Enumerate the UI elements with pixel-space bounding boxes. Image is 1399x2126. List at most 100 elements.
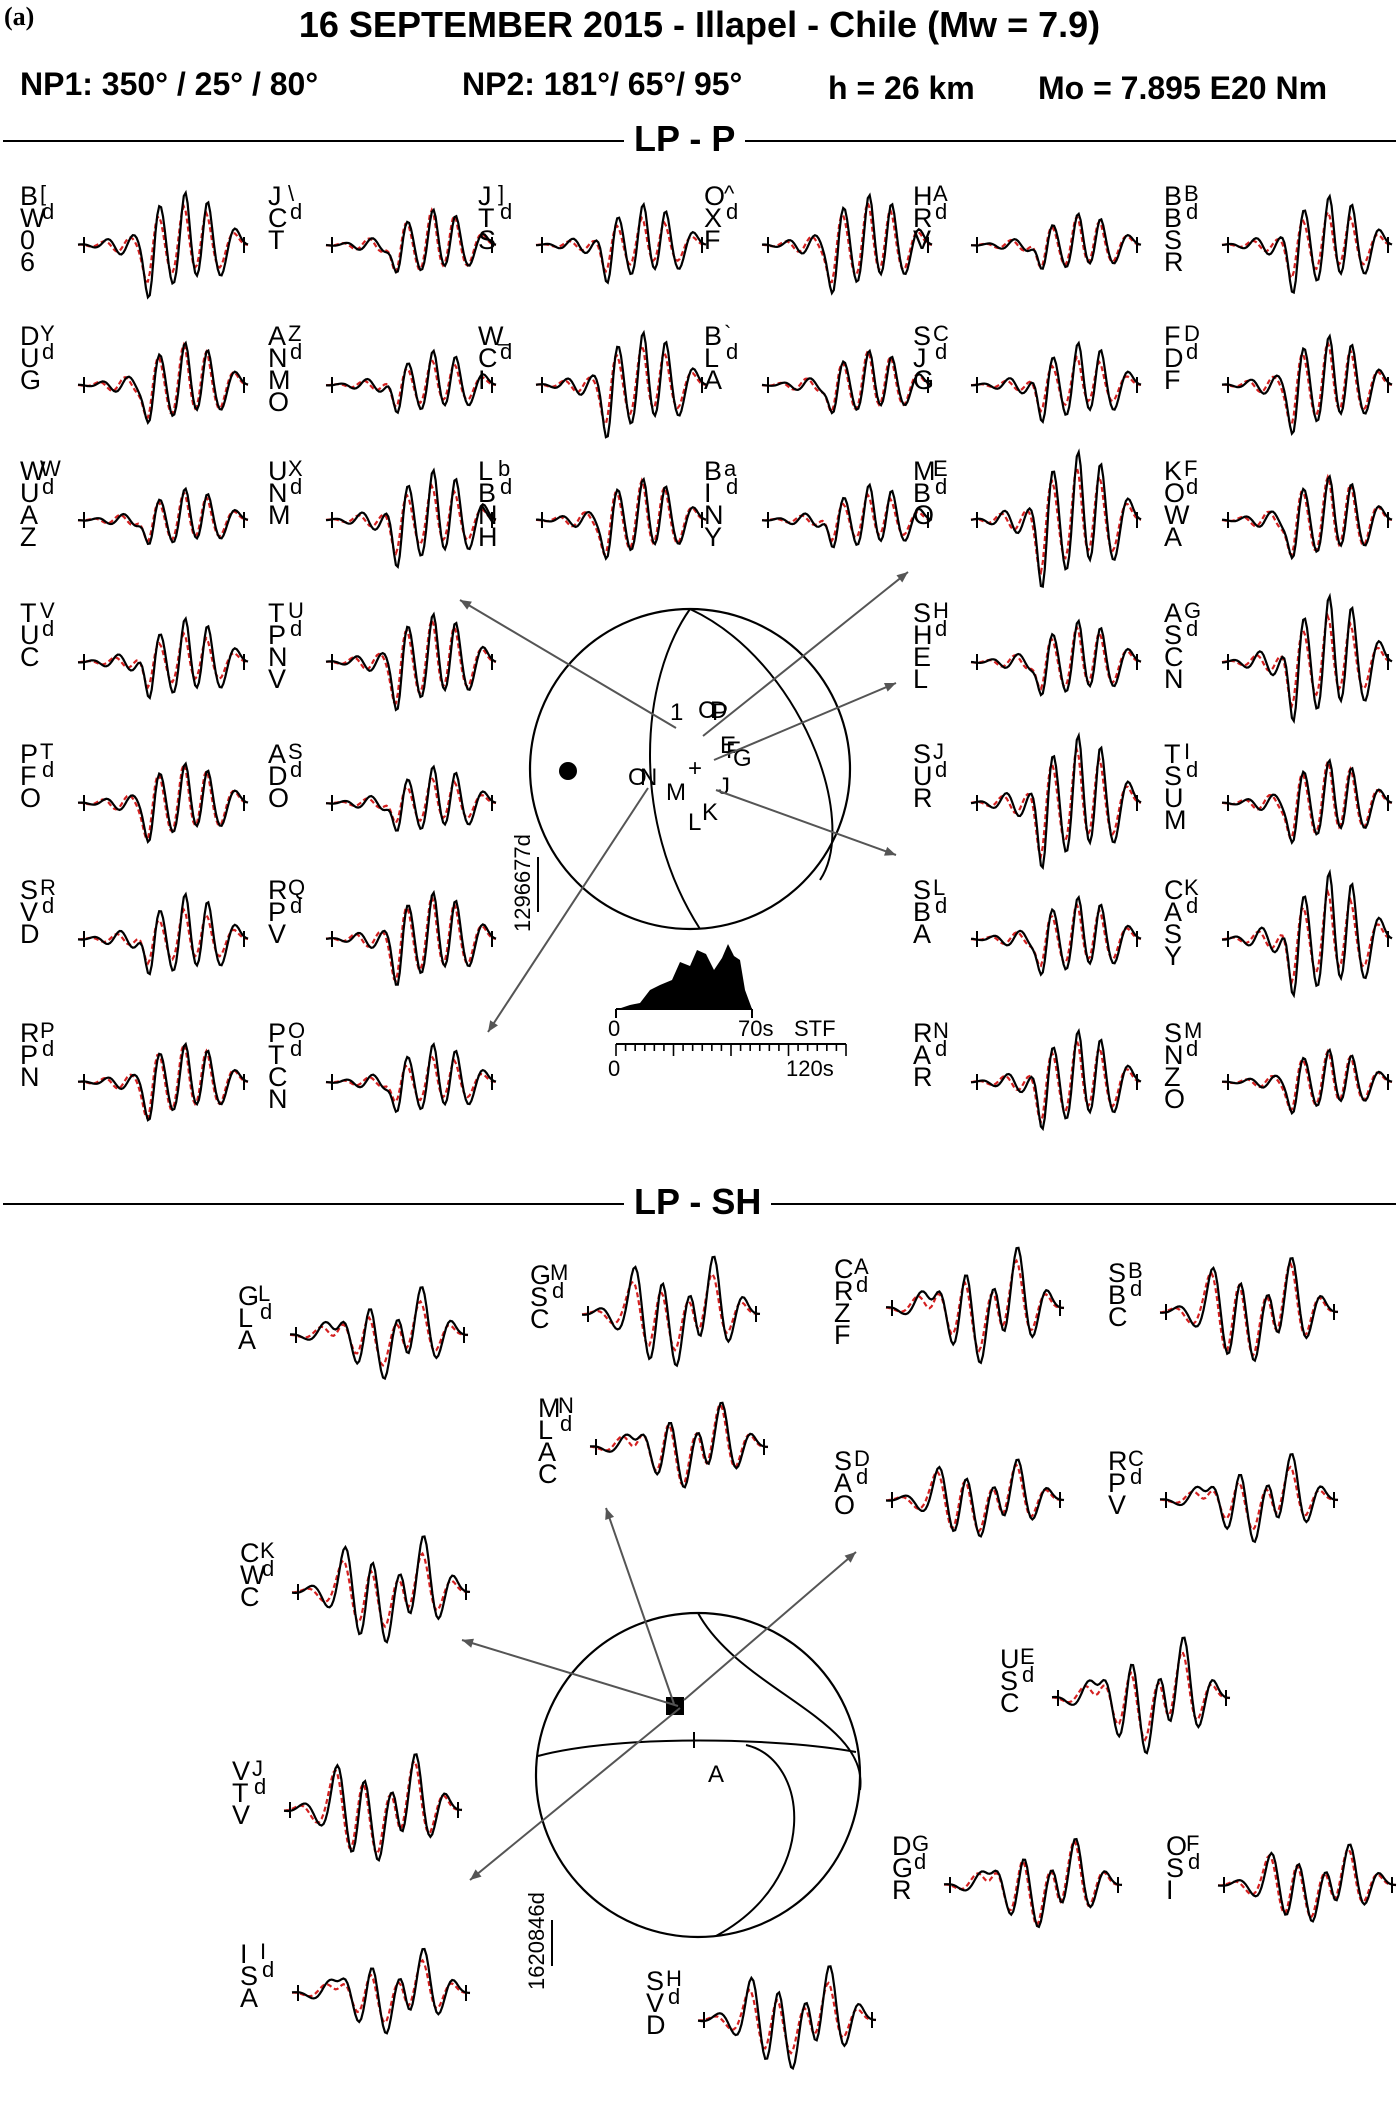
p-ray-arrow	[715, 789, 897, 856]
p-station-5-label-char: R	[1164, 247, 1184, 277]
p-station-23-label-char: O	[268, 783, 289, 813]
p-station-19-label-char: V	[268, 664, 286, 694]
p-station-25-observed-trace	[1222, 757, 1393, 846]
p-station-19-label-char: P	[268, 620, 286, 650]
p-station-17-label-char: K	[1164, 456, 1182, 486]
sh-station-9-observed-trace	[283, 1753, 463, 1863]
p-station-2-superscript: ]	[498, 181, 504, 206]
sh-station-5-label-char: A	[834, 1468, 852, 1498]
p-axis-dot	[559, 762, 577, 780]
p-station-6-superscript: Y	[40, 321, 55, 346]
p-ray-arrow	[702, 571, 909, 737]
sh-station-5-label-char: O	[834, 1490, 855, 1520]
p-station-22-subscript: d	[42, 757, 54, 782]
p-station-24-superscript: J	[933, 739, 944, 764]
p-station-11-subscript: d	[1186, 339, 1198, 364]
sh-station-12-label-char: I	[240, 1939, 248, 1969]
p-station-7-observed-trace	[325, 348, 497, 415]
p-station-29-observed-trace	[1222, 868, 1393, 999]
p-station-10-label-char: G	[913, 365, 934, 395]
p-station-5-label-char: B	[1164, 181, 1182, 211]
p-station-22-superscript: T	[40, 739, 53, 764]
p-station-6-label-char: G	[20, 365, 41, 395]
p-station-4-superscript: A	[933, 181, 948, 206]
p-station-26-synthetic-trace	[78, 907, 249, 966]
sh-station-8-label-char: S	[1000, 1666, 1018, 1696]
p-station-21-superscript: G	[1184, 598, 1201, 623]
p-station-30-label-char: P	[20, 1040, 38, 1070]
p-station-18-label-char: T	[20, 598, 37, 628]
sh-station-7-observed-trace	[291, 1535, 471, 1644]
p-station-15-label-char: B	[704, 456, 722, 486]
sh-station-3-subscript: d	[1130, 1276, 1142, 1301]
p-station-16-subscript: d	[935, 474, 947, 499]
p-station-33-label-char: S	[1164, 1018, 1182, 1048]
p-station-5-synthetic-trace	[1221, 209, 1393, 280]
p-sphere-marker: M	[666, 779, 686, 806]
depth-label: h = 26 km	[828, 70, 975, 106]
sh-station-2-label-char: C	[834, 1254, 854, 1284]
sh-station-11-synthetic-trace	[1218, 1847, 1397, 1920]
p-station-17-subscript: d	[1186, 474, 1198, 499]
sh-station-3-superscript: B	[1128, 1258, 1143, 1283]
p-station-14-label-char: B	[478, 478, 496, 508]
p-station-25-label-char: M	[1164, 805, 1187, 835]
p-station-15-label-char: Y	[704, 522, 722, 552]
p-sphere-marker: K	[702, 799, 718, 826]
p-station-16-label-char: M	[913, 456, 936, 486]
sh-station-12-synthetic-trace	[292, 1958, 471, 2025]
p-station-5-label-char: B	[1164, 203, 1182, 233]
p-station-0-label-char: W	[20, 203, 46, 233]
p-station-7-label-char: O	[268, 387, 289, 417]
sh-station-5-label-char: S	[834, 1446, 852, 1476]
sh-station-9-subscript: d	[254, 1774, 266, 1799]
p-station-24-label-char: U	[913, 761, 933, 791]
p-station-10-observed-trace	[971, 340, 1142, 425]
p-station-15-subscript: d	[726, 474, 738, 499]
p-station-13-label-char: N	[268, 478, 288, 508]
time-axis-end: 120s	[786, 1056, 834, 1081]
p-sphere-marker: L	[688, 809, 701, 836]
sh-station-4-observed-trace	[589, 1401, 769, 1489]
p-station-7-label-char: A	[268, 321, 286, 351]
p-station-1-subscript: d	[290, 199, 302, 224]
p-station-12-superscript: W	[40, 456, 61, 481]
p-station-19-label-char: T	[268, 598, 285, 628]
p-station-12-observed-trace	[77, 486, 249, 546]
sh-station-10-subscript: d	[914, 1849, 926, 1874]
sh-station-12-observed-trace	[291, 1947, 471, 2035]
p-station-32-label-char: R	[913, 1018, 933, 1048]
p-station-16-label-char: O	[913, 500, 934, 530]
p-station-32-label-char: A	[913, 1040, 931, 1070]
sh-station-8-superscript: E	[1020, 1644, 1035, 1669]
p-station-7-label-char: M	[268, 365, 291, 395]
p-station-33-observed-trace	[1222, 1047, 1393, 1116]
p-station-9-label-char: L	[704, 343, 719, 373]
sh-station-4-subscript: d	[560, 1411, 572, 1436]
waveform-layer	[77, 189, 1397, 2071]
sh-station-1-label-char: C	[530, 1304, 550, 1334]
p-station-18-synthetic-trace	[77, 631, 249, 690]
p-station-3-synthetic-trace	[761, 199, 933, 284]
sh-station-5-superscript: D	[854, 1446, 870, 1471]
station-label-layer: BW06[dJCT\dJTS]dOXF^dHRVAdBBSRBdDUGYdANM…	[20, 181, 1202, 2040]
p-station-21-observed-trace	[1221, 592, 1393, 724]
p-station-19-subscript: d	[290, 616, 302, 641]
p-station-9-label-char: B	[704, 321, 722, 351]
sh-station-6-observed-trace	[1159, 1452, 1339, 1544]
sh-station-11-label-char: S	[1166, 1853, 1184, 1883]
p-station-9-superscript: `	[724, 321, 731, 346]
stf-start-label: 0	[608, 1016, 620, 1041]
sh-amplitude-scale: 1620846d	[524, 1892, 549, 1990]
p-station-2-synthetic-trace	[535, 215, 707, 274]
sh-station-13-label-char: V	[646, 1988, 664, 2018]
p-section-title: LP - P	[624, 118, 746, 160]
p-station-2-label-char: J	[478, 181, 492, 211]
p-station-13-synthetic-trace	[325, 483, 497, 556]
p-station-26-superscript: R	[40, 875, 56, 900]
p-station-17-observed-trace	[1221, 474, 1393, 561]
p-station-20-subscript: d	[935, 616, 947, 641]
p-station-15-observed-trace	[761, 482, 933, 549]
sh-station-2-label-char: F	[834, 1320, 851, 1350]
